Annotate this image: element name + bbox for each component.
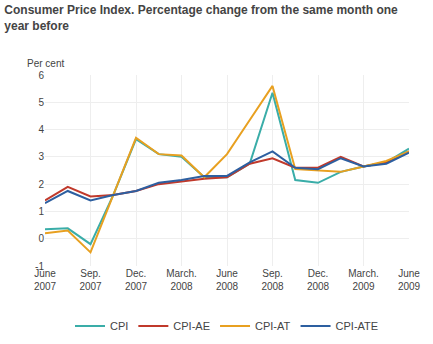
svg-text:1: 1 — [38, 206, 44, 217]
svg-text:March.2008: March.2008 — [166, 268, 197, 292]
svg-text:CPI-AT: CPI-AT — [255, 320, 291, 332]
svg-text:0: 0 — [38, 233, 44, 244]
svg-text:June2008: June2008 — [216, 268, 239, 292]
svg-text:June2007: June2007 — [34, 268, 57, 292]
svg-text:Per cent: Per cent — [27, 58, 64, 69]
svg-text:Consumer Price Index. Percenta: Consumer Price Index. Percentage change … — [4, 3, 398, 33]
svg-text:Sep.2008: Sep.2008 — [261, 268, 284, 292]
svg-text:2: 2 — [38, 179, 44, 190]
svg-text:Dec.2007: Dec.2007 — [125, 268, 148, 292]
svg-text:CPI: CPI — [110, 320, 128, 332]
svg-text:5: 5 — [38, 97, 44, 108]
svg-text:-1: -1 — [35, 261, 44, 272]
svg-text:March.2009: March.2009 — [348, 268, 379, 292]
svg-text:Dec.2008: Dec.2008 — [307, 268, 330, 292]
svg-text:6: 6 — [38, 70, 44, 81]
svg-text:CPI-AE: CPI-AE — [173, 320, 210, 332]
svg-text:3: 3 — [38, 151, 44, 162]
svg-text:4: 4 — [38, 124, 44, 135]
svg-text:June2009: June2009 — [398, 268, 421, 292]
svg-text:Sep.2007: Sep.2007 — [79, 268, 102, 292]
svg-text:CPI-ATE: CPI-ATE — [336, 320, 379, 332]
